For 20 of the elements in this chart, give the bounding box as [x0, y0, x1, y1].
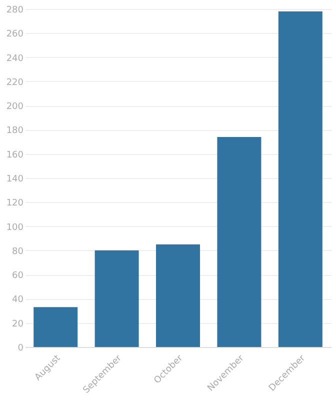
- bar: [94, 250, 139, 347]
- y-tick-label: 80: [12, 246, 24, 257]
- y-tick-label: 180: [6, 126, 24, 136]
- bar: [156, 244, 200, 347]
- bar: [278, 11, 322, 347]
- bar: [217, 136, 262, 347]
- y-tick-label: 40: [12, 295, 24, 306]
- y-tick-label: 100: [6, 222, 24, 233]
- y-tick-label: 220: [6, 78, 24, 88]
- y-tick-label: 20: [12, 319, 24, 330]
- y-tick-label: 260: [6, 30, 24, 40]
- bar: [34, 307, 78, 347]
- y-tick-label: 200: [6, 102, 24, 112]
- y-tick-label: 240: [6, 54, 24, 64]
- y-tick-label: 0: [18, 344, 24, 354]
- y-tick-label: 140: [6, 174, 24, 184]
- y-tick-label: 160: [6, 150, 24, 160]
- y-tick-label: 280: [6, 6, 24, 16]
- y-tick-label: 60: [12, 271, 24, 282]
- y-tick-label: 120: [6, 198, 24, 209]
